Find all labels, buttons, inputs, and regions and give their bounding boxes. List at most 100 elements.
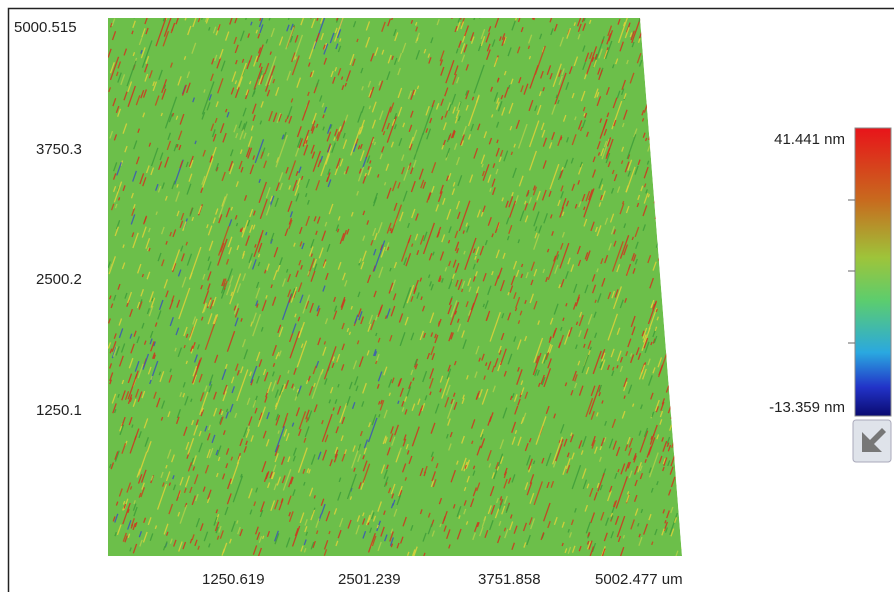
texture-streak — [679, 12, 682, 21]
texture-streak — [687, 186, 690, 194]
texture-streak — [686, 338, 687, 342]
texture-streak — [658, 20, 662, 31]
y-tick-label: 3750.3 — [36, 141, 82, 158]
texture-streak — [687, 143, 697, 171]
texture-streak — [652, 41, 653, 45]
texture-streak — [671, 385, 674, 393]
texture-streak — [673, 257, 677, 267]
texture-streak — [665, 148, 667, 153]
texture-streak — [649, 50, 652, 59]
texture-streak — [675, 296, 677, 302]
texture-streak — [678, 398, 681, 406]
texture-streak — [665, 174, 669, 184]
x-tick-label: 2501.239 — [338, 571, 401, 588]
texture-streak — [671, 413, 673, 419]
texture-streak — [684, 459, 685, 463]
texture-streak — [670, 90, 674, 101]
texture-streak — [677, 434, 680, 443]
texture-streak — [681, 359, 682, 363]
texture-streak — [677, 462, 679, 469]
texture-streak — [666, 28, 668, 33]
texture-streak — [675, 35, 678, 43]
texture-streak — [649, 16, 652, 25]
texture-streak — [669, 119, 671, 125]
texture-streak — [666, 77, 669, 85]
texture-streak — [677, 355, 679, 362]
texture-streak — [683, 434, 685, 440]
texture-streak — [672, 60, 675, 70]
texture-streak — [681, 492, 683, 499]
texture-streak — [669, 291, 670, 295]
texture-streak — [658, 135, 661, 144]
texture-streak — [665, 251, 667, 257]
texture-streak — [653, 63, 656, 70]
texture-streak — [682, 117, 685, 126]
texture-streak — [673, 323, 676, 331]
texture-streak — [664, 209, 668, 219]
texture-streak — [687, 349, 689, 354]
texture-streak — [649, 112, 653, 123]
y-tick-label: 1250.1 — [36, 402, 82, 419]
texture-streak — [673, 82, 676, 89]
texture-streak — [665, 96, 669, 106]
texture-streak — [665, 86, 668, 94]
texture-streak — [667, 284, 669, 291]
texture-streak — [655, 125, 659, 136]
texture-streak — [655, 209, 659, 219]
texture-streak — [670, 129, 680, 157]
texture-streak — [679, 253, 689, 282]
texture-streak — [134, 10, 137, 18]
x-tick-label: 3751.858 — [478, 571, 541, 588]
texture-streak — [655, 146, 666, 177]
texture-streak — [679, 52, 682, 61]
texture-streak — [678, 167, 679, 171]
texture-streak — [685, 227, 687, 234]
texture-streak — [679, 187, 683, 198]
texture-streak — [678, 135, 680, 140]
colorbar — [855, 128, 891, 416]
texture-streak — [656, 55, 659, 65]
texture-streak — [663, 198, 666, 205]
texture-streak — [682, 65, 683, 69]
texture-streak — [652, 143, 656, 153]
texture-streak — [670, 272, 672, 278]
texture-streak — [681, 289, 687, 306]
surface — [108, 0, 697, 558]
texture-streak — [649, 31, 652, 38]
texture-streak — [674, 430, 677, 439]
texture-streak — [686, 115, 687, 119]
texture-streak — [680, 72, 684, 82]
texture-streak — [646, 22, 647, 26]
texture-streak — [654, 197, 656, 203]
texture-streak — [673, 161, 676, 169]
texture-streak — [687, 277, 689, 283]
texture-streak — [683, 379, 686, 386]
texture-streak — [679, 279, 681, 285]
texture-streak — [663, 135, 666, 144]
texture-streak — [672, 268, 673, 272]
texture-streak — [651, 20, 653, 25]
texture-streak — [684, 344, 687, 353]
texture-streak — [672, 20, 674, 25]
texture-streak — [661, 250, 663, 256]
texture-streak — [452, 8, 456, 19]
texture-streak — [683, 402, 685, 408]
texture-streak — [685, 408, 688, 417]
texture-streak — [657, 69, 659, 76]
texture-streak — [669, 306, 670, 310]
texture-streak — [673, 324, 675, 329]
texture-streak — [660, 211, 663, 220]
texture-streak — [645, 53, 648, 60]
texture-streak — [658, 254, 660, 260]
texture-streak — [682, 527, 690, 549]
texture-streak — [682, 15, 685, 23]
texture-streak — [677, 141, 680, 151]
texture-streak — [685, 299, 694, 324]
texture-streak — [670, 176, 673, 184]
texture-streak — [676, 330, 679, 340]
texture-streak — [668, 92, 677, 119]
texture-streak — [669, 194, 679, 222]
texture-streak — [682, 237, 689, 257]
texture-streak — [311, 9, 314, 18]
